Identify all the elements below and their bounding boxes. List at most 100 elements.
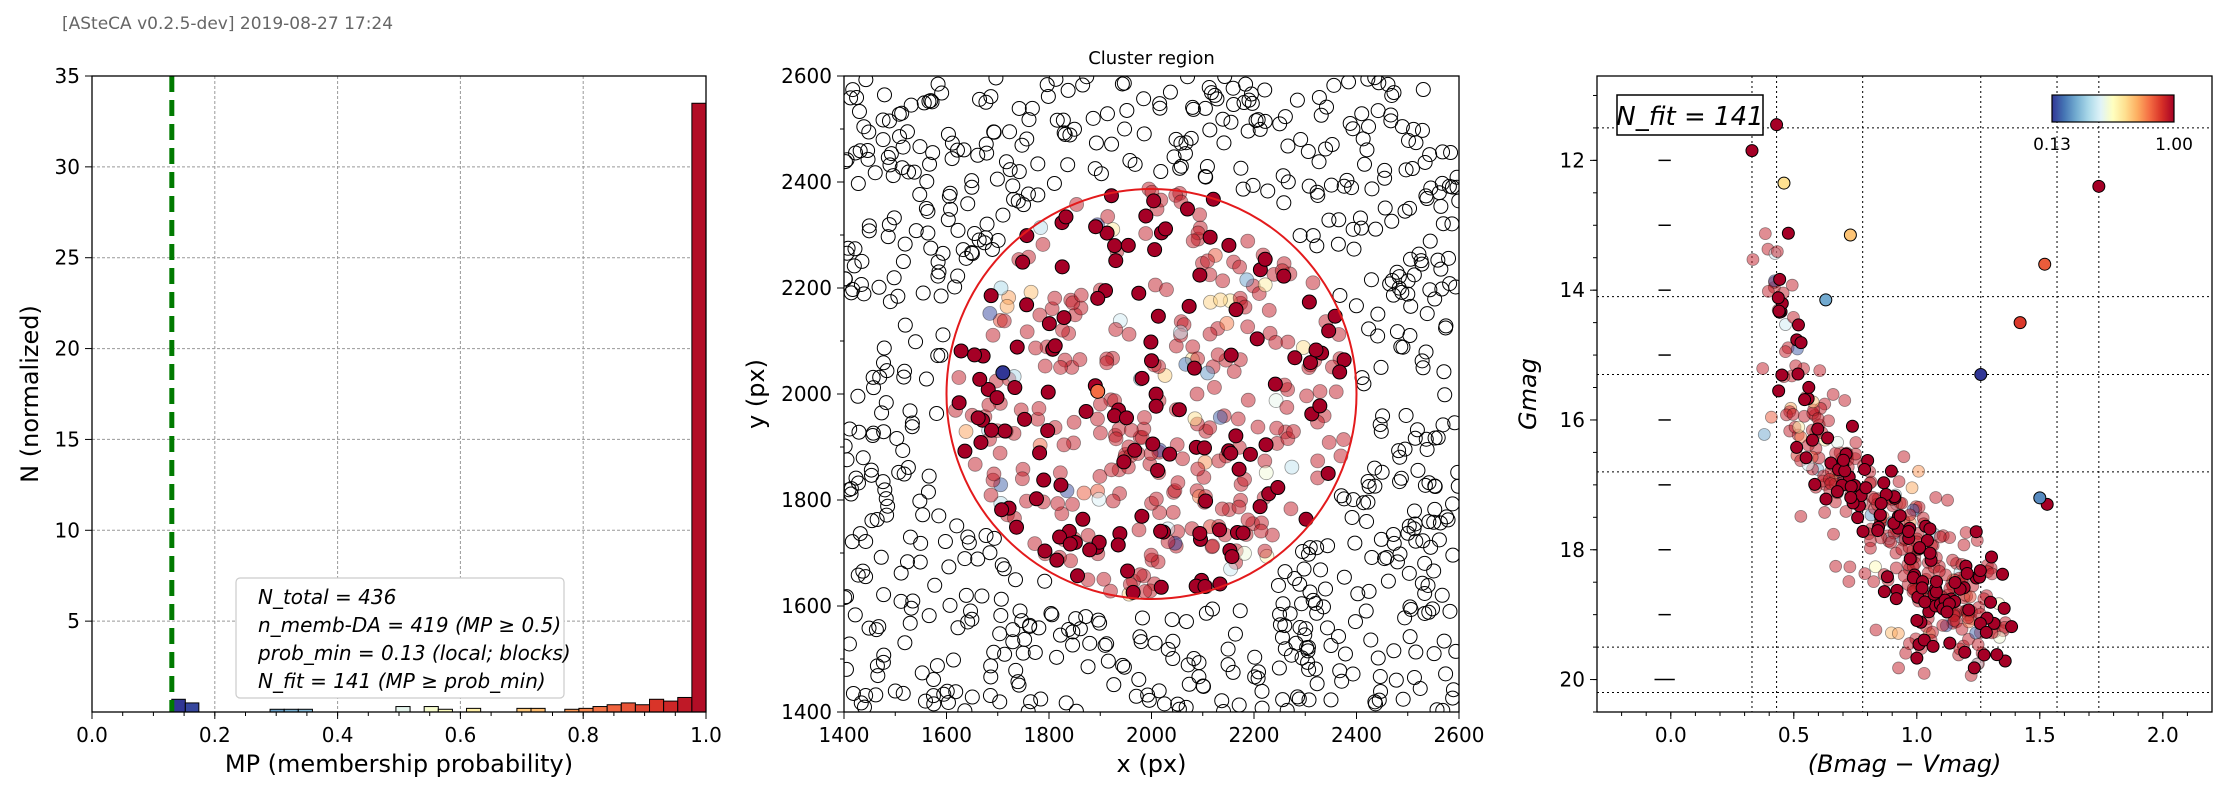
x-tick-label: 1.0	[690, 723, 722, 747]
field-star	[913, 535, 929, 551]
field-star	[919, 173, 935, 189]
field-star	[1361, 321, 1377, 337]
y-axis-label: Gmag	[1514, 358, 1542, 430]
field-star	[1384, 213, 1400, 229]
cmd-star	[1851, 511, 1865, 525]
field-star	[920, 225, 936, 241]
field-star	[878, 395, 894, 411]
cmd-star	[1967, 661, 1981, 675]
field-star	[1302, 540, 1318, 556]
field-star	[883, 146, 899, 162]
field-star	[1292, 576, 1308, 592]
field-star	[1037, 573, 1053, 589]
field-star	[1186, 651, 1202, 667]
field-star	[958, 250, 974, 266]
member-star	[1223, 561, 1238, 577]
member-star	[1268, 393, 1284, 408]
field-star	[1385, 526, 1401, 542]
field-star	[1408, 135, 1424, 151]
field-star	[902, 529, 918, 545]
field-star	[1309, 676, 1325, 692]
field-star	[1377, 551, 1393, 567]
field-star	[860, 143, 876, 159]
field-star	[895, 443, 911, 459]
field-star	[874, 405, 890, 421]
cmd-star	[1770, 118, 1784, 132]
field-star	[1434, 587, 1450, 603]
cmd-star	[1912, 464, 1925, 478]
field-star	[1423, 180, 1439, 196]
cmd-star	[1884, 535, 1898, 549]
field-star	[1173, 135, 1189, 151]
member-star	[1037, 543, 1053, 559]
cmd-star	[1923, 546, 1937, 560]
field-star	[1280, 138, 1296, 154]
field-star	[1238, 76, 1254, 92]
field-star	[1319, 99, 1335, 115]
field-star	[864, 467, 880, 483]
field-star	[848, 470, 864, 486]
field-star	[1386, 535, 1402, 551]
field-star	[1116, 659, 1132, 675]
cmd-star	[1905, 481, 1919, 495]
y-tick-label: 1600	[781, 594, 832, 618]
field-star	[1168, 131, 1184, 147]
field-star	[1248, 113, 1264, 129]
member-star	[1146, 193, 1162, 209]
field-star	[1310, 187, 1326, 203]
member-star	[1226, 364, 1242, 379]
cmd-star	[1856, 524, 1870, 538]
histogram-bar	[663, 700, 679, 713]
member-star	[1070, 568, 1086, 584]
member-star	[1301, 294, 1317, 310]
field-star	[1406, 503, 1422, 519]
field-star	[902, 615, 918, 631]
field-star	[1301, 661, 1317, 677]
field-star	[1012, 603, 1028, 619]
member-star	[1202, 229, 1218, 245]
field-star	[1401, 565, 1417, 581]
legend-box: N_total = 436 n_memb-DA = 419 (MP ≥ 0.5) p…	[235, 577, 571, 699]
field-star	[1104, 136, 1120, 152]
field-star	[873, 549, 889, 565]
field-star	[854, 253, 870, 269]
field-star	[1185, 99, 1201, 115]
field-star	[1434, 175, 1450, 191]
member-star	[957, 443, 973, 459]
field-star	[853, 695, 869, 711]
member-star	[1032, 445, 1048, 461]
field-star	[1180, 657, 1196, 673]
member-star	[1028, 340, 1043, 356]
field-star	[1015, 645, 1031, 661]
field-star	[960, 614, 976, 630]
field-star	[1334, 673, 1350, 689]
field-star	[1033, 691, 1049, 707]
member-star	[1143, 547, 1159, 563]
field-star	[931, 508, 947, 524]
member-star	[1032, 307, 1048, 323]
chart-title: Cluster region	[1088, 48, 1215, 69]
member-star	[1056, 310, 1072, 326]
field-star	[1209, 91, 1225, 107]
y-tick-label: 35	[55, 64, 80, 88]
member-star	[1096, 571, 1112, 587]
cmd-star	[1849, 436, 1863, 449]
field-star	[844, 154, 853, 170]
field-star	[1398, 162, 1414, 178]
field-star	[1171, 701, 1187, 712]
field-star	[970, 551, 986, 567]
field-star	[876, 647, 892, 663]
field-star	[930, 254, 946, 270]
cmd-star	[2033, 491, 2047, 505]
x-tick-label: 1600	[921, 723, 972, 747]
x-tick-label: 0.2	[199, 723, 231, 747]
field-star	[904, 419, 920, 435]
member-star	[1158, 221, 1174, 237]
field-star	[1345, 221, 1361, 237]
field-star	[922, 156, 938, 172]
field-star	[992, 694, 1008, 710]
field-star	[844, 452, 855, 468]
field-star	[1441, 250, 1457, 266]
member-star	[1185, 233, 1201, 249]
member-star	[1047, 290, 1063, 306]
